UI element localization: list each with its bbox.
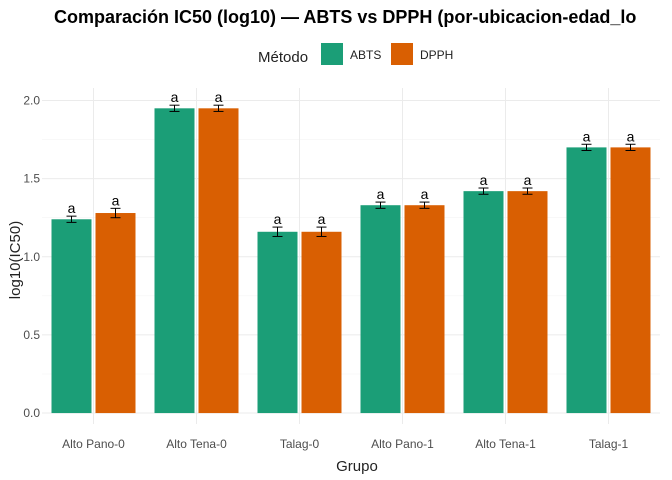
y-tick-label: 0.0	[23, 406, 40, 420]
x-tick-label: Alto Pano-0	[62, 437, 125, 451]
bar-abts	[51, 219, 92, 414]
grid	[42, 88, 660, 424]
legend-swatch-dpph	[391, 43, 413, 65]
data-label: a	[524, 172, 532, 188]
y-tick-label: 2.0	[23, 94, 40, 108]
x-tick-label: Talag-1	[589, 437, 629, 451]
x-tick-label: Alto Pano-1	[371, 437, 434, 451]
bar-dpph	[301, 231, 342, 414]
y-axis-ticks: 0.0 0.5 1.0 1.5 2.0	[23, 94, 40, 421]
x-tick-label: Alto Tena-0	[166, 437, 227, 451]
x-axis-ticks: Alto Pano-0 Alto Tena-0 Talag-0 Alto Pano-1…	[62, 437, 628, 451]
bar-dpph	[507, 191, 548, 414]
x-axis-title: Grupo	[336, 458, 378, 475]
bar-dpph	[610, 147, 651, 414]
data-label: a	[68, 200, 76, 216]
bar-abts	[360, 205, 401, 414]
y-axis-title: log10(IC50)	[7, 221, 24, 299]
data-label: a	[112, 192, 120, 208]
data-label: a	[583, 128, 591, 144]
data-label: a	[377, 186, 385, 202]
data-label: a	[627, 128, 635, 144]
bar-dpph	[404, 205, 445, 414]
bar-abts	[463, 191, 504, 414]
y-tick-label: 1.5	[23, 172, 40, 186]
data-label: a	[171, 89, 179, 105]
chart-title: Comparación IC50 (log10) — ABTS vs DPPH …	[54, 7, 636, 27]
data-label: a	[215, 89, 223, 105]
bar-dpph	[95, 213, 136, 414]
y-tick-label: 1.0	[23, 250, 40, 264]
legend-title: Método	[258, 49, 308, 66]
x-tick-label: Talag-0	[280, 437, 320, 451]
bars: a a a a a a a a a a a a	[51, 89, 651, 414]
bar-abts	[154, 108, 195, 414]
x-tick-label: Alto Tena-1	[475, 437, 536, 451]
data-label: a	[274, 211, 282, 227]
legend-label-abts: ABTS	[350, 48, 381, 62]
bar-abts	[566, 147, 607, 414]
bar-dpph	[198, 108, 239, 414]
data-label: a	[318, 211, 326, 227]
y-tick-label: 0.5	[23, 328, 40, 342]
data-label: a	[421, 186, 429, 202]
legend-label-dpph: DPPH	[420, 48, 453, 62]
bar-abts	[257, 231, 298, 414]
data-label: a	[480, 172, 488, 188]
legend-swatch-abts	[321, 43, 343, 65]
